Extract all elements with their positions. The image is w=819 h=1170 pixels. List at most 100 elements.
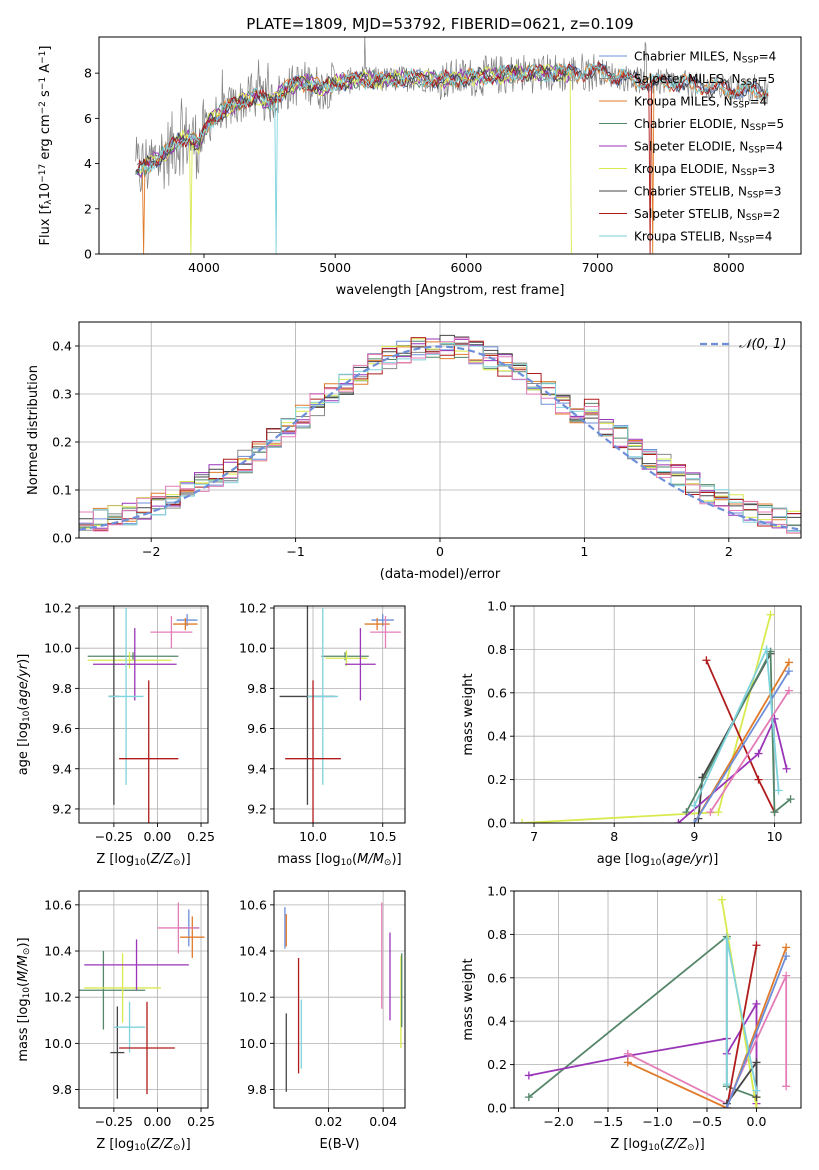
x-tick-label: 5000 <box>319 260 351 275</box>
y-tick-label: 9.8 <box>52 1082 72 1097</box>
mass-weight-marker <box>690 819 699 823</box>
axes-frame <box>513 605 802 824</box>
mass-weight-marker <box>623 1058 632 1067</box>
mass-weight-marker <box>682 808 691 817</box>
y-tick-label: 1.0 <box>487 599 507 614</box>
plot-area <box>79 334 801 534</box>
mass-weight-marker <box>754 775 763 784</box>
y-tick-label: 10.4 <box>239 944 267 959</box>
mass-weight-marker <box>722 1080 731 1089</box>
mass-weight-marker <box>766 647 775 656</box>
legend-label: Chabrier STELIB, NSSP=3 <box>634 185 782 201</box>
mass-weight-line <box>725 955 788 1108</box>
mass-weight-marker <box>518 819 527 823</box>
y-tick-label: 9.2 <box>52 801 72 816</box>
mass-weight-line <box>677 716 788 823</box>
y-axis-label: mass weight <box>461 673 476 755</box>
x-tick-label: 2 <box>725 544 733 559</box>
y-tick-label: 9.8 <box>247 1082 267 1097</box>
x-tick-label: 0.25 <box>187 1114 215 1129</box>
model-spectrum-line <box>138 61 769 254</box>
mass-weight-marker <box>674 819 683 823</box>
age-vs-metallicity-panel: −0.25 0.00 0.25 9.2 9.4 9.6 9.8 10.0 10.2 Z [log1… <box>16 601 215 869</box>
mass-weight-marker <box>782 952 791 961</box>
legend-label: Chabrier MILES, NSSP=4 <box>634 50 776 66</box>
x-tick-label: 0.25 <box>187 829 215 844</box>
x-tick-label: 0.02 <box>315 1114 343 1129</box>
x-axis-label: E(B-V) <box>319 1137 359 1152</box>
y-tick-label: 9.2 <box>247 801 267 816</box>
y-tick-label: 0.6 <box>487 970 507 985</box>
mass-vs-extinction-panel: 0.02 0.04 9.8 10.0 10.2 10.4 10.6 E(B-V) <box>239 890 406 1152</box>
axes-frame <box>273 890 406 1109</box>
y-tick-label: 0.2 <box>487 772 507 787</box>
y-axis-label: age [log10(age/yr)] <box>16 654 32 776</box>
x-tick-label: 0.04 <box>369 1114 397 1129</box>
mass-weight-marker <box>752 1058 761 1067</box>
x-tick-label: 7 <box>530 829 538 844</box>
weight-vs-age-panel: 7 8 9 10 0.0 0.2 0.4 0.6 0.8 1.0 age [log10(age/yr… <box>461 599 802 868</box>
y-tick-label: 10.2 <box>239 601 267 616</box>
mass-weight-marker <box>752 941 761 950</box>
y-axis-label: Flux [fλ10−17 erg cm−2 s−1 A−1] <box>38 46 54 246</box>
legend-label: 𝒩(0, 1) <box>739 337 786 352</box>
weight-vs-metallicity-panel: −2.0 −1.5 −1.0 −0.5 0.0 0.0 0.2 0.4 0.6 0.8 1.0 Z [… <box>461 884 802 1153</box>
model-spectrum-line <box>135 63 769 175</box>
x-tick-label: 9 <box>690 829 698 844</box>
legend-label: Kroupa ELODIE, NSSP=3 <box>634 162 775 178</box>
mass-weight-line <box>521 614 772 823</box>
normal-distribution-curve <box>79 345 799 531</box>
x-tick-label: −1 <box>286 544 304 559</box>
model-spectrum-line <box>136 60 769 254</box>
mass-weight-marker <box>762 645 771 654</box>
legend-label: Salpeter ELODIE, NSSP=4 <box>634 140 783 156</box>
x-tick-label: 10 <box>767 829 783 844</box>
y-tick-label: 4 <box>84 156 92 171</box>
plot-area <box>279 606 401 823</box>
y-tick-label: 9.6 <box>247 721 267 736</box>
mass-weight-marker <box>706 808 715 817</box>
y-tick-label: 0.1 <box>52 483 72 498</box>
x-tick-label: −2.0 <box>543 1114 573 1129</box>
x-tick-label: 8 <box>610 829 618 844</box>
y-tick-label: 0.0 <box>52 531 72 546</box>
x-tick-label: −0.25 <box>95 829 133 844</box>
model-spectrum-line <box>138 63 572 254</box>
plot-area <box>518 610 795 823</box>
figure-title: PLATE=1809, MJD=53792, FIBERID=0621, z=0… <box>246 15 633 33</box>
x-tick-label: 0.00 <box>144 1114 172 1129</box>
mass-weight-line <box>709 690 790 813</box>
residuals-histogram-panel: −2 −1 0 1 2 0.0 0.1 0.2 0.3 0.4 𝒩(0, 1) (data-model… <box>26 321 802 582</box>
x-tick-label: 10.0 <box>299 829 327 844</box>
plot-area <box>284 902 403 1092</box>
y-tick-label: 6 <box>84 111 92 126</box>
legend-label: Chabrier ELODIE, NSSP=5 <box>634 117 784 133</box>
mass-weight-marker <box>524 1071 533 1080</box>
mass-weight-marker <box>754 749 763 758</box>
y-tick-label: 9.8 <box>52 681 72 696</box>
axes-frame <box>98 36 802 255</box>
mass-weight-marker <box>786 795 795 804</box>
x-tick-label: −2 <box>142 544 160 559</box>
y-tick-label: 10.4 <box>44 944 72 959</box>
mass-weight-marker <box>752 1086 761 1095</box>
y-tick-label: 10.0 <box>44 641 72 656</box>
y-tick-label: 1.0 <box>487 884 507 899</box>
y-tick-label: 9.8 <box>247 681 267 696</box>
legend-label: Kroupa MILES, NSSP=4 <box>634 95 767 111</box>
mass-weight-line <box>627 975 788 1105</box>
mass-weight-marker <box>784 686 793 695</box>
mass-weight-marker <box>690 801 699 810</box>
x-axis-label: age [log10(age/yr)] <box>597 852 719 868</box>
y-tick-label: 10.6 <box>239 897 267 912</box>
x-tick-label: −0.5 <box>692 1114 722 1129</box>
y-axis-label: mass weight <box>461 958 476 1040</box>
legend-label: Salpeter MILES, NSSP=5 <box>634 72 775 88</box>
y-axis-label: Normed distribution <box>26 365 41 495</box>
y-tick-label: 0 <box>84 247 92 262</box>
mass-weight-line <box>693 670 790 823</box>
spectrum-panel: 4000 5000 6000 7000 8000 0 2 4 6 8 Chabrier MILES,… <box>38 36 802 298</box>
x-tick-label: 4000 <box>188 260 220 275</box>
x-axis-label: wavelength [Angstrom, rest frame] <box>336 283 565 298</box>
